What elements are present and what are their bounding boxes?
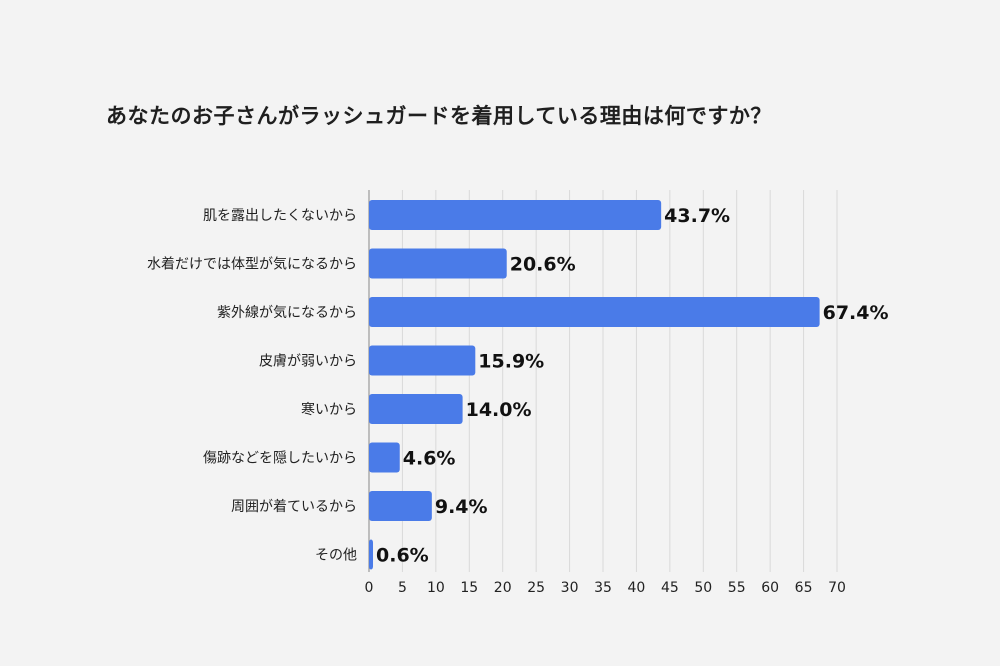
bar: [369, 491, 432, 521]
x-tick-label: 70: [828, 580, 846, 596]
bar-layer: [369, 200, 820, 570]
category-label: 周囲が着ているから: [231, 499, 357, 515]
data-label: 15.9%: [478, 351, 544, 373]
category-label: 肌を露出したくないから: [203, 208, 357, 224]
x-tick-label: 0: [365, 580, 374, 596]
x-tick-label: 30: [561, 580, 579, 596]
data-label: 20.6%: [510, 254, 576, 276]
x-tick-label: 10: [427, 580, 445, 596]
x-tick-label: 55: [728, 580, 746, 596]
bar: [369, 248, 507, 279]
x-tick-label: 20: [494, 580, 512, 596]
data-label: 14.0%: [466, 399, 532, 421]
x-tick-label: 40: [628, 580, 646, 596]
data-label: 43.7%: [664, 205, 730, 227]
x-tick-label: 60: [761, 580, 779, 596]
bar: [369, 200, 662, 230]
x-tick-label: 15: [460, 580, 478, 596]
label-layer: 0 5 10 15 20 25 30 35 40 45 50 55 60 65 70 肌を露出したくないから 4…: [147, 205, 889, 596]
bar: [369, 297, 820, 327]
bar: [369, 345, 476, 376]
x-tick-label: 45: [661, 580, 679, 596]
bar: [369, 394, 463, 424]
x-tick-label: 65: [795, 580, 813, 596]
x-tick-label: 35: [594, 580, 612, 596]
category-label: その他: [315, 548, 357, 564]
data-label: 4.6%: [403, 448, 456, 470]
bar: [369, 539, 374, 570]
x-tick-label: 50: [694, 580, 712, 596]
category-label: 水着だけでは体型が気になるから: [147, 257, 357, 273]
category-label: 傷跡などを隠したいから: [203, 451, 357, 467]
x-tick-label: 5: [398, 580, 407, 596]
category-label: 皮膚が弱いから: [259, 354, 357, 370]
bar: [369, 442, 400, 473]
data-label: 0.6%: [376, 545, 429, 567]
chart-title: あなたのお子さんがラッシュガードを着用している理由は何ですか？: [106, 104, 772, 128]
data-label: 67.4%: [823, 302, 889, 324]
data-label: 9.4%: [435, 496, 488, 518]
category-label: 紫外線が気になるから: [217, 305, 357, 321]
x-tick-label: 25: [527, 580, 545, 596]
category-label: 寒いから: [301, 401, 357, 418]
